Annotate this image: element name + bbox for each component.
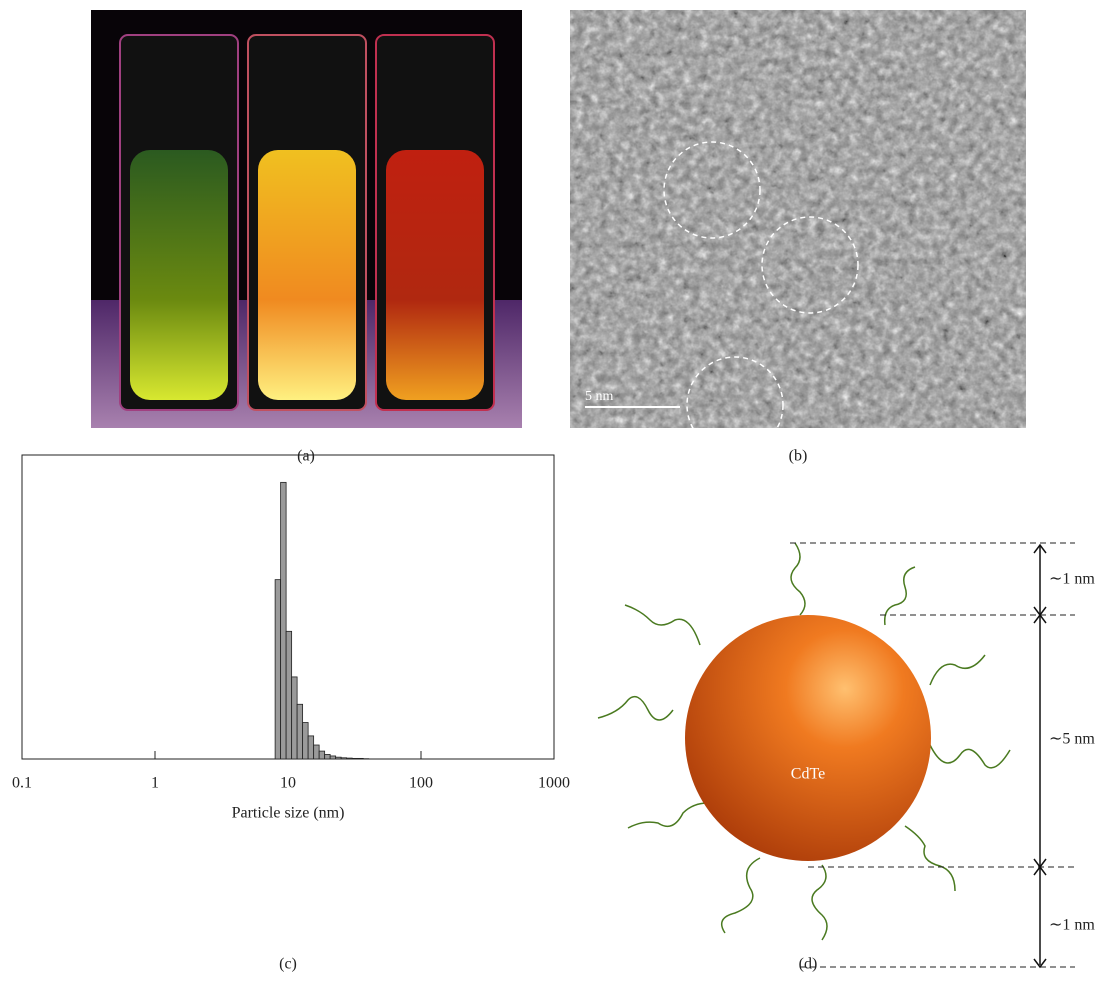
bar: [308, 736, 314, 759]
bar: [358, 758, 364, 759]
bar: [314, 745, 320, 759]
bar: [281, 482, 287, 759]
cdte-sphere: [685, 615, 931, 861]
bar: [325, 754, 331, 759]
cuvette-photo: [91, 10, 522, 428]
figure: 5 nm CdTe ∼1 nm ∼5 nm ∼1 nm (a) (b) (c) …: [0, 0, 1110, 978]
scale-label: 5 nm: [585, 389, 614, 404]
panel-label: (b): [789, 448, 808, 465]
x-tick-label: 1000: [538, 775, 570, 792]
core-label: CdTe: [791, 766, 825, 783]
bar: [352, 758, 357, 759]
bar: [347, 758, 353, 759]
panel-label: (d): [799, 956, 818, 973]
dimension-label: ∼1 nm: [1049, 571, 1095, 588]
bar: [341, 758, 346, 759]
dimension-label: ∼1 nm: [1049, 917, 1095, 934]
bar: [275, 580, 281, 759]
x-tick-label: 10: [280, 775, 296, 792]
panel-label: (c): [279, 956, 297, 973]
x-tick-label: 0.1: [12, 775, 32, 792]
bar: [336, 757, 342, 759]
bar: [297, 704, 303, 759]
bar: [330, 756, 335, 759]
x-tick-label: 1: [151, 775, 159, 792]
dimension-arrows: [1034, 545, 1046, 967]
panel-label: (a): [297, 448, 315, 465]
bar: [292, 677, 297, 759]
x-axis-label: Particle size (nm): [232, 805, 345, 822]
tem-image: 5 nm: [570, 10, 1026, 453]
x-tick-label: 100: [409, 775, 433, 792]
dimension-label: ∼5 nm: [1049, 731, 1095, 748]
bar: [319, 751, 324, 759]
bar: [286, 631, 292, 759]
bar: [303, 723, 309, 759]
